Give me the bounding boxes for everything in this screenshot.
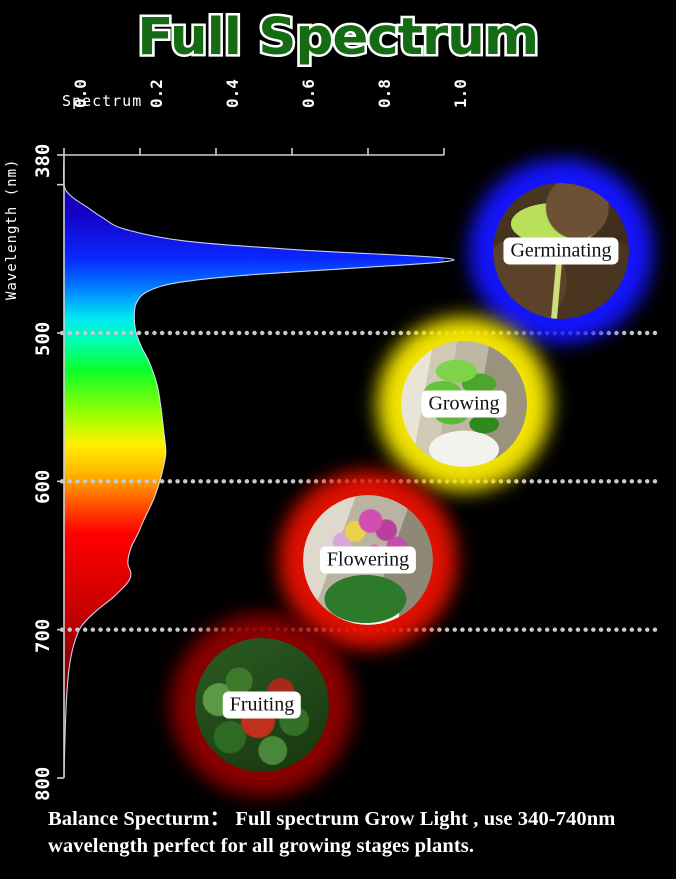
x-tick-label: 0.0: [71, 79, 90, 108]
stage-bubble-fruiting[interactable]: Fruiting: [195, 638, 329, 772]
y-tick-label: 700: [32, 618, 54, 653]
stage-label: Germinating: [505, 239, 617, 263]
page-title: Full Spectrum: [135, 6, 542, 70]
stage-label: Fruiting: [224, 693, 300, 717]
y-tick-label: 500: [32, 321, 54, 356]
stage-bubble-growing[interactable]: Growing: [401, 341, 527, 467]
title-container: Full Spectrum: [0, 6, 676, 70]
stage-bubble-germinating[interactable]: Germinating: [493, 183, 629, 319]
y-axis-title: Wavelength (nm): [4, 158, 20, 300]
x-tick-label: 1.0: [451, 79, 470, 108]
x-tick-label: 0.4: [223, 79, 242, 108]
caption-text: Balance Specturm： Full spectrum Grow Lig…: [48, 808, 616, 858]
y-tick-label: 800: [32, 766, 54, 801]
x-axis-title: Spectrum: [62, 92, 143, 110]
x-tick-label: 0.6: [299, 79, 318, 108]
stage-label: Growing: [423, 392, 505, 416]
x-tick-label: 0.2: [147, 79, 166, 108]
stage-label: Flowering: [321, 548, 415, 572]
stage-bubble-flowering[interactable]: Flowering: [303, 495, 433, 625]
x-tick-label: 0.8: [375, 79, 394, 108]
y-tick-label: 600: [32, 470, 54, 505]
x-axis-ticks: [63, 148, 445, 155]
axis-lines: [63, 154, 444, 778]
spectrum-curve-outline: [62, 154, 455, 779]
y-axis-ticks: [57, 154, 64, 779]
y-tick-label: 380: [32, 143, 54, 178]
